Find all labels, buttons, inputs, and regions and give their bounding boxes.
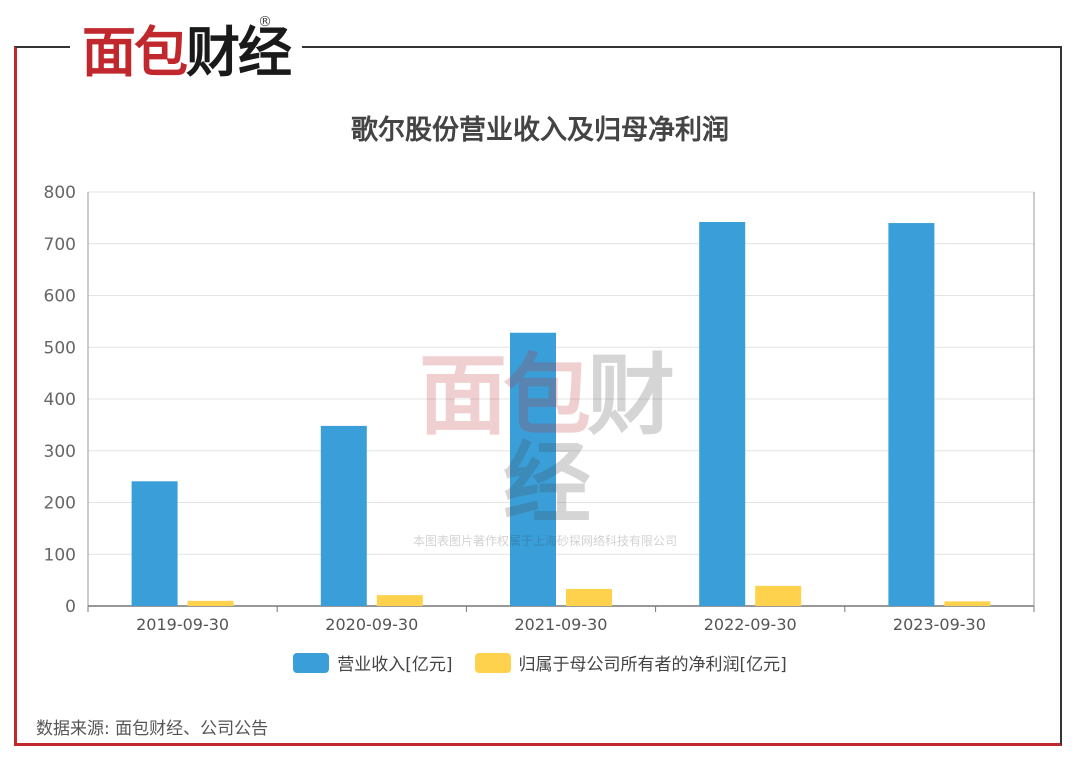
legend-swatch-revenue [293,652,330,673]
legend-item-revenue[interactable]: 营业收入[亿元] [293,650,453,675]
watermark-copyright: 本图表图片著作权属于上海砂探网络科技有限公司 [412,534,677,548]
legend-label-revenue: 营业收入[亿元] [337,655,453,675]
bar-profit [566,588,612,606]
x-axis-ticks: 2019-09-30 2020-09-30 2021-09-30 2022-09-30… [87,606,1035,634]
bar-profit [376,595,423,606]
logo-text-main: 面包 [82,20,188,84]
legend-swatch-profit [474,652,511,673]
logo-text-accent: 财经 [186,20,292,84]
brand-logo: 面包财经 ® [70,14,302,84]
chart-frame [14,46,1062,746]
x-tick-label: 2021-09-30 [515,615,608,634]
legend-label-profit: 归属于母公司所有者的净利润[亿元] [518,655,787,675]
chart-title: 歌尔股份营业收入及归母净利润 [351,115,729,146]
x-tick-label: 2020-09-30 [325,615,418,634]
legend: 营业收入[亿元] 归属于母公司所有者的净利润[亿元] [0,650,1080,675]
watermark-logo-main: 面包 [418,344,591,447]
y-tick-label: 800 [44,183,76,203]
bars [131,222,991,607]
y-tick-label: 400 [44,390,76,410]
x-tick-label: 2022-09-30 [704,615,797,634]
y-tick-label: 700 [44,235,76,255]
registered-mark: ® [258,14,272,30]
bar-profit [187,600,234,606]
watermark: 面包财经 本图表图片著作权属于上海砂探网络科技有限公司 [390,352,700,549]
bar-revenue [888,223,935,607]
bar-revenue [699,222,746,606]
watermark-logo-accent: 财经 [502,344,675,535]
y-tick-label: 500 [44,338,76,358]
bar-profit [944,601,991,606]
x-tick-label: 2023-09-30 [893,615,986,634]
y-tick-label: 100 [44,545,76,565]
y-tick-label: 600 [44,287,76,307]
grid-lines [87,191,1035,607]
bar-profit [755,585,802,606]
bar-revenue [510,332,556,606]
legend-item-profit[interactable]: 归属于母公司所有者的净利润[亿元] [474,650,787,675]
bar-revenue [320,425,367,606]
y-tick-label: 0 [65,597,76,617]
y-axis-ticks: 0 100 200 300 400 500 600 700 800 [44,183,76,617]
y-tick-label: 300 [44,442,76,462]
x-tick-label: 2019-09-30 [136,615,229,634]
source-note: 数据来源: 面包财经、公司公告 [36,719,269,739]
bar-revenue [131,481,178,606]
y-tick-label: 200 [44,494,76,514]
